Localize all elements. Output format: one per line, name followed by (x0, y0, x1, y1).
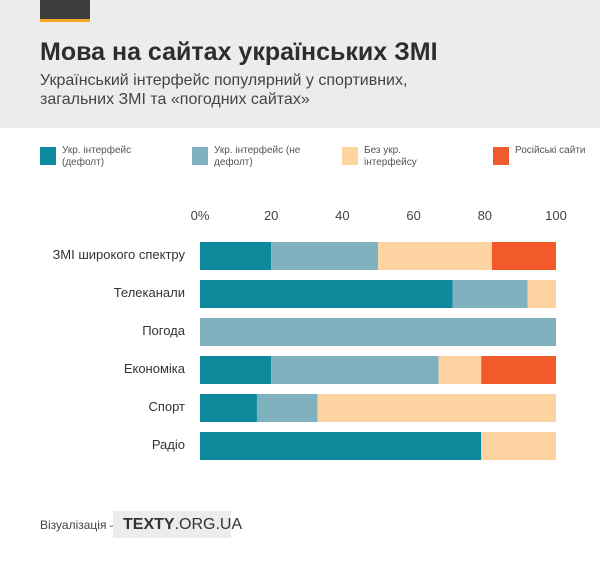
footer-brand-suffix: .ORG.UA (174, 516, 243, 533)
legend-swatch (40, 147, 56, 165)
category-label: ЗМІ широкого спектру (52, 247, 185, 262)
x-tick-label: 0% (191, 208, 210, 223)
x-tick-label: 100 (545, 208, 567, 223)
stacked-bar-chart: 0% 20 40 60 80 100 ЗМІ широкого спектру Телекан… (52, 208, 567, 460)
footer-brand-badge[interactable]: TEXTY.ORG.UA (113, 511, 242, 538)
category-label: Спорт (148, 399, 185, 414)
bar-segment (200, 242, 272, 270)
bar-segment (200, 432, 482, 460)
bar-segment (200, 318, 556, 346)
bar-segment (378, 242, 492, 270)
x-tick-label: 40 (335, 208, 349, 223)
bar-segment (527, 280, 556, 308)
legend-swatch (493, 147, 509, 165)
legend-label: Російські сайти (515, 145, 586, 156)
bar-segment (200, 280, 453, 308)
category-label: Радіо (152, 437, 185, 452)
legend-swatch (342, 147, 358, 165)
bar-segment (491, 242, 556, 270)
category-label: Телеканали (114, 285, 185, 300)
bar-segment (438, 356, 482, 384)
legend-swatch (192, 147, 208, 165)
bar-segment (271, 242, 378, 270)
header-panel: Мова на сайтах українських ЗМІ Українськ… (0, 0, 600, 128)
bar-segment (256, 394, 318, 422)
x-tick-label: 20 (264, 208, 278, 223)
bar-segment (200, 356, 272, 384)
footer-brand: TEXTY.ORG.UA (123, 516, 242, 534)
bar-segment (481, 356, 556, 384)
bar-segment (481, 432, 556, 460)
page-title: Мова на сайтах українських ЗМІ (40, 38, 438, 66)
legend-label: Укр. інтерфейс (дефолт) (62, 145, 132, 168)
bar-segment (317, 394, 556, 422)
category-label: Економіка (124, 361, 186, 376)
bar-segment (452, 280, 528, 308)
footer-brand-plain: TEXTY (123, 516, 175, 533)
x-tick-label: 80 (478, 208, 492, 223)
category-label: Погода (142, 323, 186, 338)
footer-credit-label: Візуалізація – (40, 518, 117, 532)
legend-label: Укр. інтерфейс (не дефолт) (214, 145, 301, 168)
page-subtitle: Український інтерфейс популярний у спорт… (40, 72, 408, 108)
logo-icon (40, 0, 90, 22)
bar-segment (200, 394, 257, 422)
legend-label: Без укр. інтерфейсу (364, 145, 417, 168)
bar-segment (271, 356, 439, 384)
x-tick-label: 60 (406, 208, 420, 223)
